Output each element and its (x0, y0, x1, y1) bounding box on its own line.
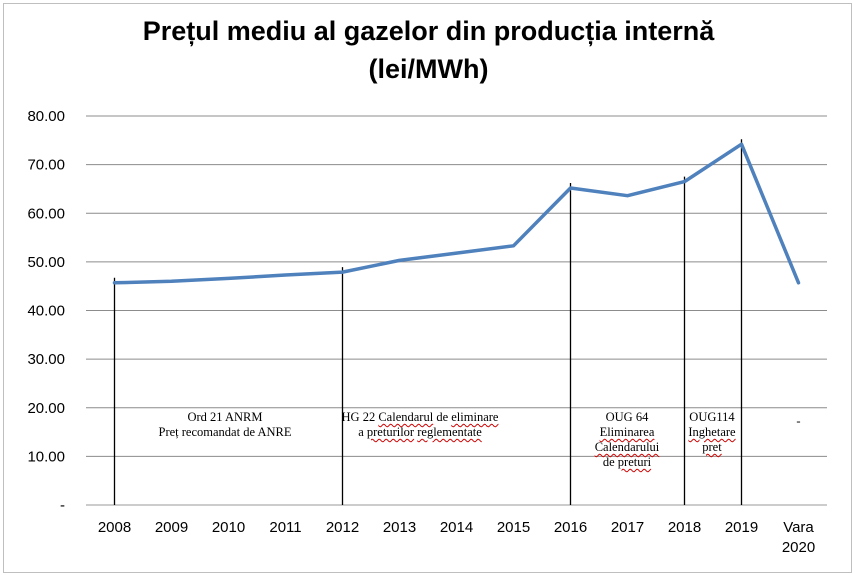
annotation-line: Calendarului (594, 440, 660, 454)
annotation-line: OUG114 (689, 410, 735, 424)
x-tick-label: 2015 (497, 519, 530, 536)
y-tick-label: 80.00 (27, 108, 65, 125)
y-tick-label: 30.00 (27, 351, 65, 368)
x-tick-label: Vara 2020 (782, 519, 815, 556)
chart-title: Prețul mediu al gazelor din producția in… (0, 12, 857, 88)
x-tick-label: 2012 (326, 519, 359, 536)
annotation-line: de preturi (602, 455, 652, 469)
event-annotation: Ord 21 ANRM Preț recomandat de ANRE (159, 410, 292, 440)
x-tick-label: 2011 (269, 519, 301, 536)
annotation-line: a preturilor reglementate (358, 425, 482, 439)
y-tick-label: - (60, 497, 65, 514)
chart-frame (3, 3, 852, 573)
y-tick-label: 60.00 (27, 205, 65, 222)
event-annotation: OUG114 Inghetare pret (688, 410, 735, 455)
x-tick-label: 2013 (383, 519, 416, 536)
annotation-line: Inghetare (688, 425, 736, 439)
x-tick-label: 2014 (440, 519, 473, 536)
annotation-line: pret (702, 440, 722, 454)
series-line (112, 142, 801, 285)
chart-title-line-1: Prețul mediu al gazelor din producția in… (142, 16, 715, 46)
x-tick-label: 2018 (668, 519, 701, 536)
x-tick-label: 2016 (554, 519, 587, 536)
event-annotation: HG 22 Calendarul de eliminare a preturilo… (342, 410, 499, 440)
x-tick-label: 2010 (212, 519, 245, 536)
event-annotation: - (796, 414, 800, 429)
y-tick-label: 40.00 (27, 303, 65, 320)
annotation-line: Preț recomandat de ANRE (158, 425, 292, 439)
y-tick-label: 70.00 (27, 157, 65, 174)
x-tick-label: 2009 (155, 519, 188, 536)
annotation-line: Eliminarea (599, 425, 655, 439)
annotation-line: Ord 21 ANRM (187, 410, 263, 424)
y-tick-label: 10.00 (27, 448, 65, 465)
chart-title-line-2: (lei/MWh) (368, 54, 489, 84)
annotation-line: - (796, 414, 801, 428)
annotation-line: HG 22 Calendarul de eliminare (341, 410, 499, 424)
x-tick-label: 2017 (611, 519, 644, 536)
event-annotation: OUG 64 Eliminarea Calendarului de preturi (595, 410, 660, 470)
y-tick-label: 20.00 (27, 400, 65, 417)
annotation-line: OUG 64 (605, 410, 649, 424)
x-tick-label: 2008 (98, 519, 131, 536)
y-tick-label: 50.00 (27, 254, 65, 271)
x-tick-label: 2019 (725, 519, 758, 536)
